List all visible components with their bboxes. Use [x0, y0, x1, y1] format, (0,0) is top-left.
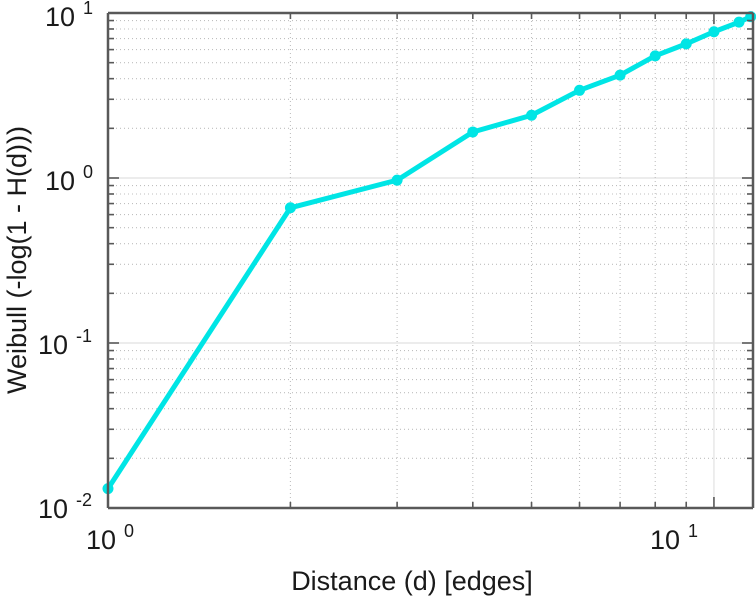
- plot-area-background: [108, 13, 753, 508]
- x-tick-mantissa: 10: [86, 525, 116, 555]
- x-tick-exponent: 1: [688, 521, 698, 541]
- axis-frame: [106, 11, 755, 510]
- y-axis-title: Weibull (-log(1 - H(d))): [2, 126, 32, 394]
- data-point-marker: [467, 126, 479, 138]
- x-tick-label: 10 1: [650, 521, 698, 555]
- y-tick-label: 10 -2: [38, 490, 92, 524]
- y-tick-label: 10 0: [45, 162, 93, 196]
- y-tick-exponent: 0: [83, 162, 93, 182]
- data-point-marker: [391, 174, 403, 186]
- y-tick-exponent: -2: [76, 490, 92, 510]
- y-tick-mantissa: 10: [45, 166, 75, 196]
- x-tick-label: 10 0: [86, 521, 134, 555]
- data-series-group: [102, 11, 756, 495]
- x-tick-exponent: 0: [124, 521, 134, 541]
- data-point-marker: [708, 26, 720, 38]
- y-tick-mantissa: 10: [38, 330, 68, 360]
- x-tick-labels: 10 0 10 1: [86, 521, 698, 555]
- y-tick-labels: 10 1 10 0 10 -1 10 -2: [38, 0, 93, 524]
- data-point-marker: [680, 38, 692, 50]
- y-tick-exponent: -1: [76, 326, 92, 346]
- y-tick-label: 10 -1: [38, 326, 92, 360]
- data-point-marker: [649, 50, 661, 62]
- y-tick-label: 10 1: [45, 0, 93, 32]
- data-point-marker: [574, 84, 586, 96]
- y-tick-mantissa: 10: [38, 494, 68, 524]
- data-point-marker: [526, 109, 538, 121]
- axis-ticks: [107, 12, 753, 509]
- data-point-marker: [284, 202, 296, 214]
- data-point-marker: [614, 69, 626, 81]
- y-tick-exponent: 1: [83, 0, 93, 18]
- data-point-marker: [733, 16, 745, 28]
- y-tick-mantissa: 10: [45, 2, 75, 32]
- x-axis-title: Distance (d) [edges]: [291, 566, 533, 596]
- x-tick-mantissa: 10: [650, 525, 680, 555]
